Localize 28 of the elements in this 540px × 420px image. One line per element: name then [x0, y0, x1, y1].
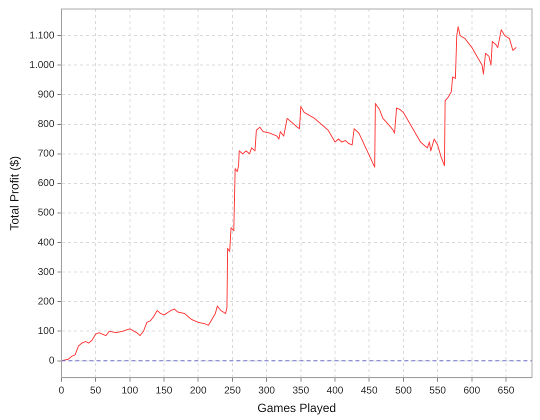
- y-axis-title: Total Profit ($): [8, 156, 22, 231]
- y-tick-label: 600: [38, 178, 55, 190]
- x-tick-label: 650: [498, 385, 515, 396]
- y-tick-label: 1.000: [29, 60, 55, 71]
- x-tick-label: 100: [121, 385, 139, 396]
- x-tick-label: 300: [258, 385, 276, 396]
- x-tick-label: 550: [429, 385, 446, 396]
- x-tick-label: 200: [190, 385, 207, 396]
- x-tick-label: 0: [58, 385, 65, 396]
- x-tick-label: 150: [156, 385, 173, 396]
- x-tick-label: 600: [463, 385, 481, 396]
- x-tick-label: 400: [326, 385, 344, 396]
- x-tick-label: 350: [292, 385, 310, 396]
- y-tick-label: 700: [38, 148, 55, 160]
- x-tick-label: 50: [90, 385, 102, 396]
- y-tick-label: 500: [38, 208, 55, 219]
- y-tick-label: 800: [38, 119, 55, 130]
- x-tick-label: 250: [224, 385, 242, 396]
- x-axis-title: Games Played: [257, 401, 336, 416]
- y-tick-label: 100: [38, 326, 55, 337]
- x-tick-label: 500: [395, 385, 412, 396]
- y-tick-label: 200: [38, 296, 55, 308]
- y-tick-label: 900: [38, 89, 55, 100]
- y-tick-label: 300: [38, 266, 55, 278]
- x-tick-label: 450: [360, 385, 378, 396]
- y-tick-label: 400: [38, 237, 55, 248]
- y-tick-label: 0: [48, 356, 55, 366]
- y-tick-label: 1.100: [29, 30, 55, 42]
